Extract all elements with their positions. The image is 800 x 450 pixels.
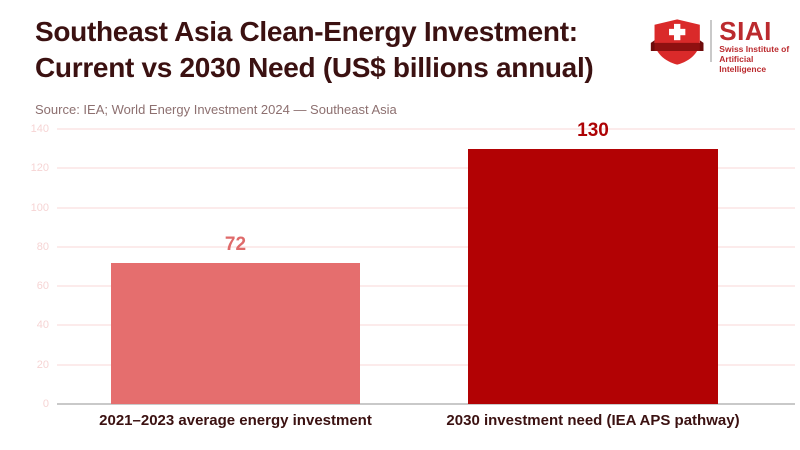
gridline-140 (57, 128, 795, 130)
y-tick-label-0: 0 (42, 398, 49, 410)
cross-horizontal (669, 28, 686, 36)
logo-divider (710, 20, 713, 62)
gridline-40 (57, 324, 795, 327)
y-tick-label-60: 60 (36, 280, 49, 293)
x-axis-line (57, 403, 795, 405)
bar-value-label-2: 130 (577, 119, 609, 141)
x-category-label-1: 2021–2023 average energy investment (99, 412, 372, 429)
gridline-100 (57, 206, 795, 209)
shield-body (654, 19, 700, 65)
logo-text: SIAI Swiss Institute of Artificial Intel… (719, 18, 800, 74)
logo-subtitle-2: Artificial Intelligence (719, 54, 767, 74)
page-title: Southeast Asia Clean-Energy Investment: … (35, 14, 594, 86)
y-tick-label-40: 40 (36, 319, 49, 332)
banner-fold-right (699, 40, 704, 52)
plot-area: 0 20 40 60 80 100 120 140 72 130 (31, 120, 795, 410)
logo-subtitle-1: Swiss Institute of (719, 44, 790, 54)
bar-2 (468, 148, 718, 404)
bar-1 (111, 262, 360, 404)
y-tick-label-80: 80 (36, 240, 49, 253)
x-category-label-2: 2030 investment need (IEA APS pathway) (446, 412, 740, 429)
y-tick-label-120: 120 (30, 162, 49, 175)
gridline-120 (57, 167, 795, 170)
title-line-2: Current vs 2030 Need (US$ billions annua… (35, 52, 594, 83)
swiss-shield-icon (650, 19, 704, 65)
gridline-60 (57, 285, 795, 288)
y-tick-label-20: 20 (36, 358, 49, 371)
source-caption: Source: IEA; World Energy Investment 202… (35, 102, 397, 117)
logo-name: SIAI (719, 16, 772, 46)
y-tick-label-140: 140 (30, 123, 49, 135)
title-line-1: Southeast Asia Clean-Energy Investment: (35, 16, 578, 47)
siai-logo: SIAI Swiss Institute of Artificial Intel… (650, 18, 800, 74)
shield-banner (650, 42, 704, 52)
banner-fold-left (650, 40, 655, 52)
bar-value-label-1: 72 (224, 233, 247, 255)
y-tick-label-100: 100 (30, 201, 49, 214)
gridline-80 (57, 245, 795, 248)
gridline-20 (57, 363, 795, 366)
